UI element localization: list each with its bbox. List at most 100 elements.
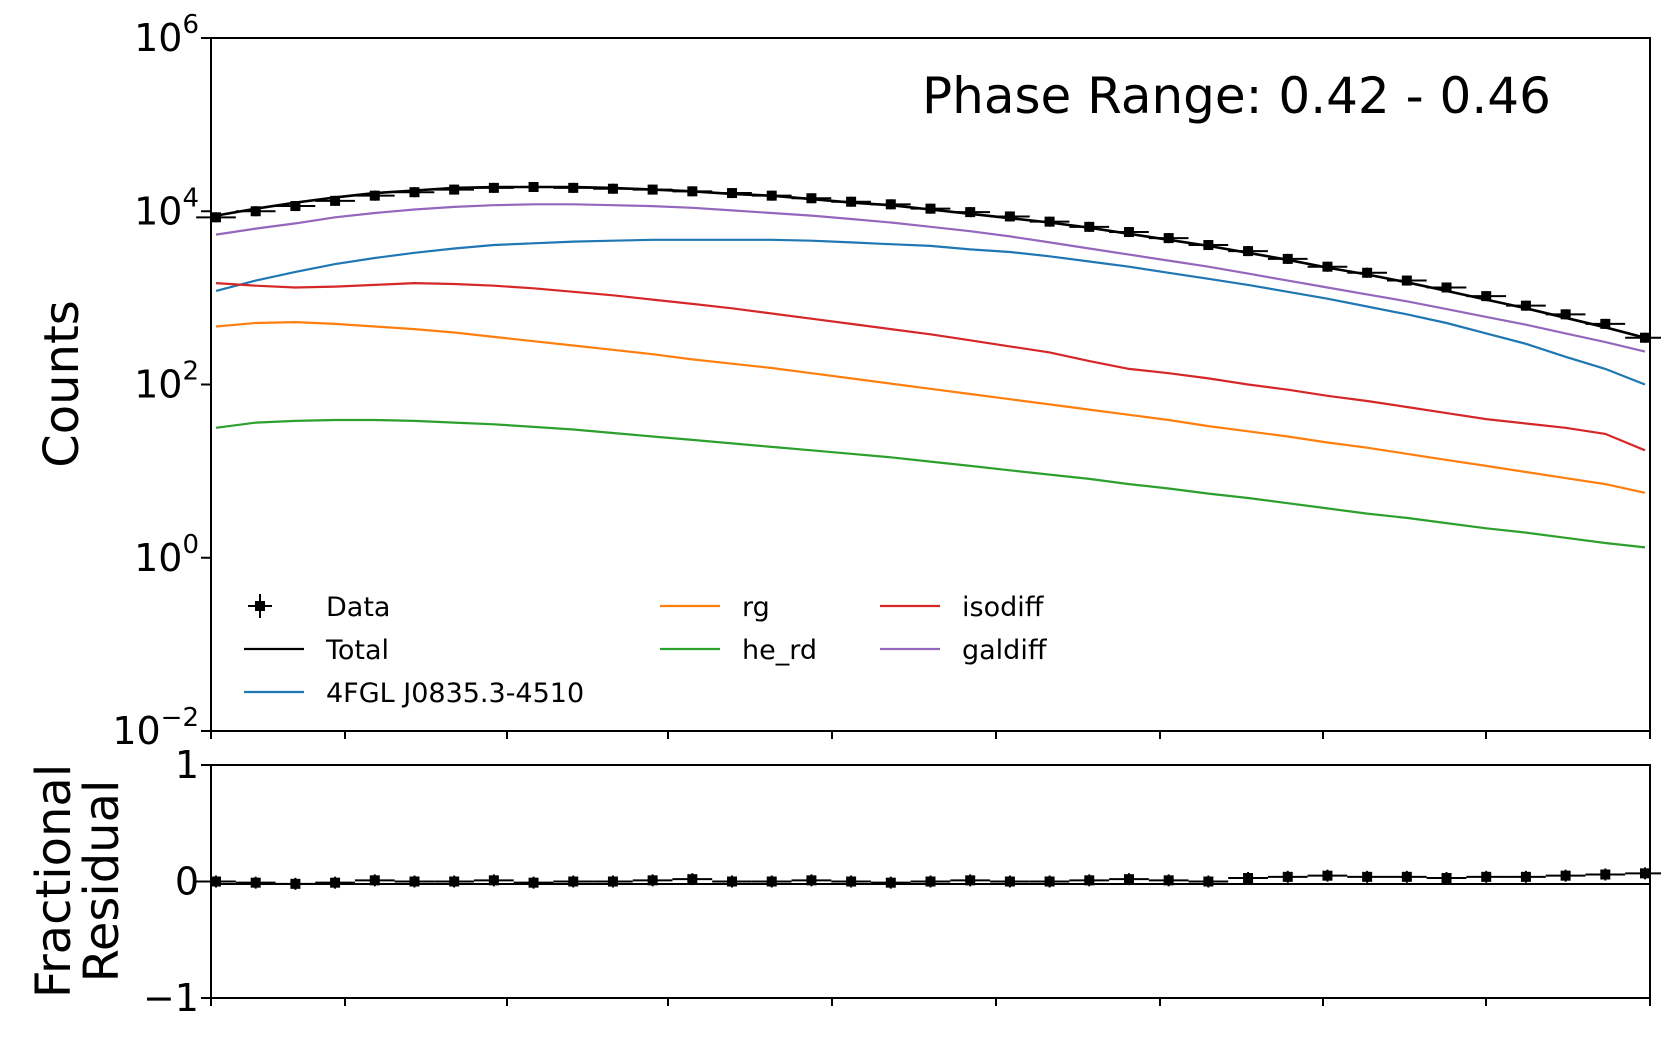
residual-point — [394, 875, 435, 888]
legend-item: he_rd — [660, 635, 817, 666]
residual-point — [1625, 867, 1661, 880]
residual-point — [791, 874, 832, 887]
residual-point — [910, 875, 951, 888]
residual-plot-frame — [210, 764, 1651, 999]
data-marker — [1004, 211, 1015, 222]
residual-marker — [1600, 869, 1611, 880]
data-point — [1506, 300, 1546, 311]
counts-x-ticks — [210, 731, 1651, 739]
residual-marker — [1401, 871, 1412, 882]
data-marker — [1520, 300, 1531, 311]
counts-series — [215, 185, 1646, 549]
data-point — [1307, 261, 1348, 272]
residual-point — [1267, 870, 1308, 883]
series-line-galdiff — [215, 203, 1646, 353]
residual-marker — [687, 874, 698, 885]
residual-point — [1228, 872, 1268, 885]
residual-point — [553, 875, 594, 888]
residual-point — [1188, 875, 1229, 888]
y-tick-exponent: 6 — [182, 10, 199, 40]
data-marker — [647, 184, 658, 195]
residual-marker — [449, 876, 460, 887]
data-marker — [1163, 233, 1174, 244]
data-point — [1347, 267, 1387, 278]
y-tick-label: 106 — [134, 10, 199, 60]
data-point — [513, 181, 554, 192]
data-marker — [330, 195, 341, 206]
residual-marker — [1004, 876, 1015, 887]
data-point — [751, 190, 792, 201]
y-tick-exponent: −2 — [161, 703, 199, 733]
data-point — [712, 188, 752, 199]
data-marker — [488, 182, 499, 193]
data-marker — [1044, 216, 1055, 227]
residual-marker — [1362, 871, 1373, 882]
residual-marker — [727, 876, 738, 887]
data-point — [791, 193, 832, 204]
data-marker — [727, 188, 738, 199]
legend-label: galdiff — [962, 635, 1048, 666]
residual-y-tick-label: 0 — [175, 860, 199, 904]
data-point — [196, 212, 236, 223]
residual-point — [1585, 868, 1626, 881]
counts-plot-frame — [210, 37, 1651, 732]
residual-point — [513, 876, 554, 889]
residual-panel: 1 0 −1 Fractional Residual — [26, 743, 1661, 1020]
data-point — [672, 186, 713, 197]
residual-marker — [1640, 868, 1650, 879]
data-marker — [449, 184, 460, 195]
y-tick-exponent: 4 — [182, 183, 199, 213]
data-point — [990, 211, 1030, 222]
residual-point — [354, 874, 395, 887]
legend-data-marker — [255, 601, 265, 611]
residual-marker — [1044, 876, 1055, 887]
legend: Data Total 4FGL J0835.3-4510 rg he_rd isodiff… — [244, 592, 1048, 709]
residual-marker — [330, 877, 341, 888]
residual-point — [593, 875, 633, 888]
data-point — [1188, 240, 1229, 251]
residual-marker — [766, 876, 777, 887]
legend-item: rg — [660, 592, 770, 623]
residual-data-points — [196, 867, 1661, 890]
residual-marker — [1084, 875, 1095, 886]
series-line-rg — [215, 320, 1646, 494]
data-point — [1069, 221, 1110, 232]
residual-x-ticks — [210, 998, 1651, 1006]
residual-y-tick-label: 1 — [175, 743, 199, 787]
residual-marker — [1243, 873, 1254, 884]
data-marker — [409, 187, 420, 198]
residual-point — [632, 874, 673, 887]
phase-range-annotation: Phase Range: 0.42 - 0.46 — [922, 67, 1551, 125]
residual-marker — [1322, 870, 1333, 881]
data-point — [1228, 246, 1268, 257]
data-marker — [965, 207, 976, 218]
residual-marker — [1203, 876, 1214, 887]
residual-marker — [885, 877, 896, 888]
residual-point — [1029, 875, 1070, 888]
data-marker — [250, 206, 261, 217]
data-point — [1625, 332, 1661, 343]
residual-marker — [369, 875, 380, 886]
residual-y-axis-label-line1: Fractional — [26, 764, 82, 998]
residual-y-axis-label-line2: Residual — [74, 780, 130, 983]
y-tick-exponent: 2 — [182, 357, 199, 387]
legend-label: rg — [742, 592, 770, 623]
residual-point — [1069, 874, 1110, 887]
data-marker — [1282, 253, 1293, 264]
residual-marker — [806, 875, 817, 886]
legend-label: isodiff — [962, 592, 1045, 623]
residual-point — [1109, 873, 1149, 886]
data-marker — [1243, 246, 1254, 257]
residual-point — [1466, 870, 1507, 883]
residual-marker — [846, 876, 857, 887]
legend-item: 4FGL J0835.3-4510 — [244, 678, 584, 709]
series-line-4fgl-j0835-3-4510 — [215, 238, 1646, 386]
residual-point — [1545, 869, 1586, 882]
data-marker — [687, 186, 698, 197]
residual-point — [1506, 870, 1546, 883]
data-point — [1029, 216, 1070, 227]
data-marker — [766, 190, 777, 201]
residual-point — [950, 874, 991, 887]
